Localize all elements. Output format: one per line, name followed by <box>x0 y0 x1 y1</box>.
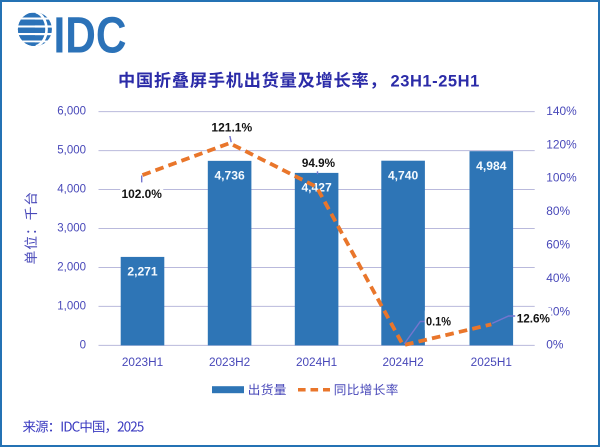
svg-text:94.9%: 94.9% <box>302 156 335 170</box>
svg-text:0: 0 <box>80 338 87 352</box>
svg-text:4,984: 4,984 <box>476 159 507 173</box>
svg-text:IDC: IDC <box>54 6 127 63</box>
svg-text:120%: 120% <box>546 137 577 151</box>
svg-text:4,736: 4,736 <box>214 168 245 182</box>
svg-text:102.0%: 102.0% <box>121 187 162 201</box>
svg-text:2,000: 2,000 <box>57 260 86 274</box>
svg-text:2,271: 2,271 <box>127 265 158 279</box>
svg-text:60%: 60% <box>546 238 570 252</box>
svg-text:0%: 0% <box>546 338 563 352</box>
svg-text:2025H1: 2025H1 <box>471 355 513 369</box>
svg-text:2023H2: 2023H2 <box>209 355 251 369</box>
svg-text:100%: 100% <box>546 171 577 185</box>
svg-text:140%: 140% <box>546 104 577 118</box>
svg-text:4,427: 4,427 <box>301 180 332 194</box>
svg-text:2023H1: 2023H1 <box>122 355 164 369</box>
svg-text:5,000: 5,000 <box>57 143 86 157</box>
svg-text:40%: 40% <box>546 271 570 285</box>
svg-text:121.1%: 121.1% <box>211 121 252 135</box>
svg-text:1,000: 1,000 <box>57 299 86 313</box>
svg-text:0.1%: 0.1% <box>426 315 451 329</box>
svg-text:2024H1: 2024H1 <box>296 355 338 369</box>
svg-text:4,740: 4,740 <box>388 168 419 182</box>
svg-text:2024H2: 2024H2 <box>382 355 424 369</box>
svg-text:20%: 20% <box>546 304 570 318</box>
svg-text:3,000: 3,000 <box>57 221 86 235</box>
svg-text:23H1-25H1: 23H1-25H1 <box>391 72 480 90</box>
svg-text:80%: 80% <box>546 204 570 218</box>
svg-text:4,000: 4,000 <box>57 182 86 196</box>
svg-text:6,000: 6,000 <box>57 104 86 118</box>
svg-text:12.6%: 12.6% <box>517 312 551 326</box>
